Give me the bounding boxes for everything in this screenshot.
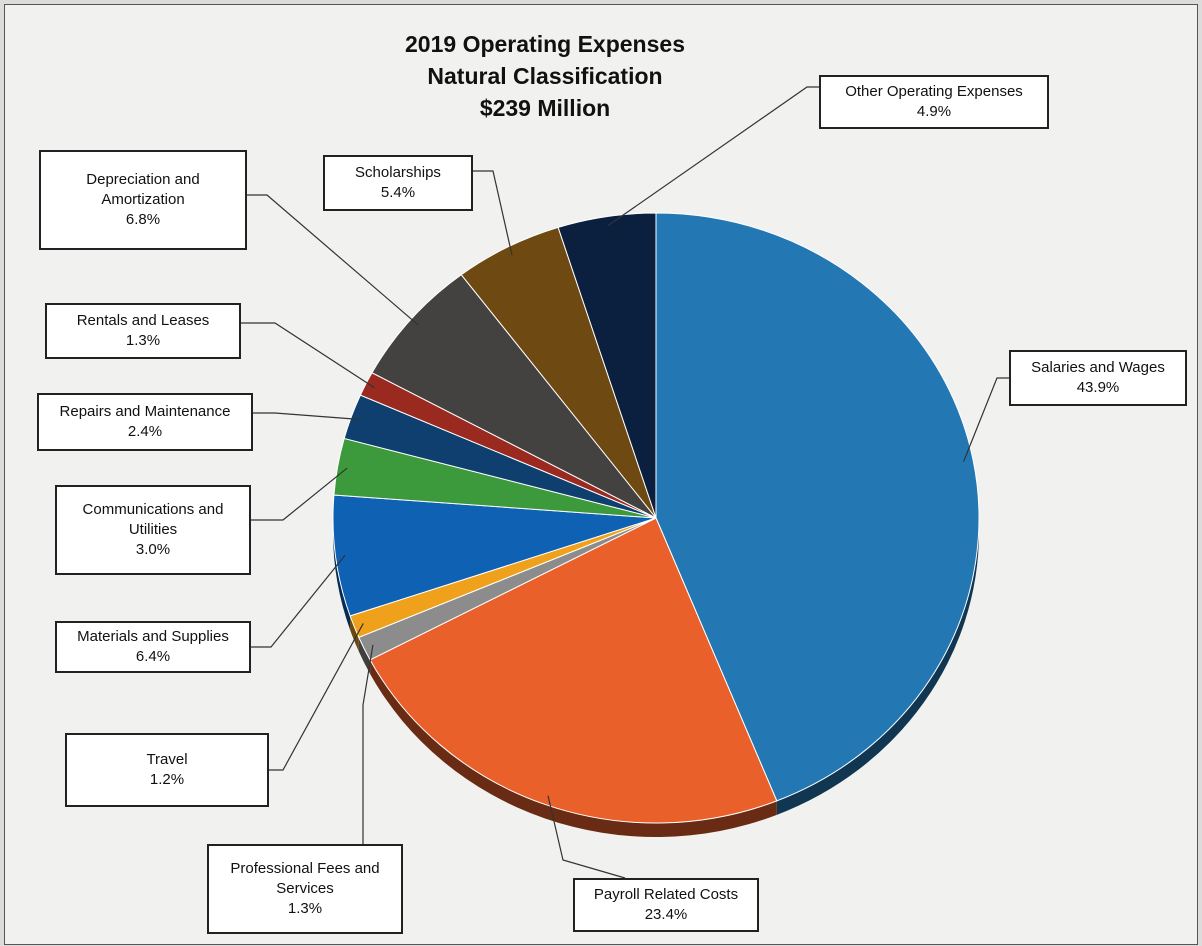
- slice-depth: [358, 637, 371, 674]
- slice-percent: 6.8%: [125, 211, 161, 228]
- slice-label-text: Communications and: [82, 501, 224, 518]
- pie-slice: [332, 494, 657, 617]
- slice-percent: 23.4%: [644, 906, 688, 923]
- slice-label: Payroll Related Costs 23.4%: [573, 878, 759, 932]
- slice-label: Communications and Utilities 3.0%: [55, 485, 251, 575]
- slice-label: Materials and Supplies 6.4%: [55, 621, 251, 673]
- leader-line: [607, 86, 819, 227]
- slice-label: Depreciation and Amortization 6.8%: [39, 150, 247, 250]
- slice-label-text: Payroll Related Costs: [593, 886, 739, 903]
- chart-title: 2019 Operating Expenses: [405, 31, 685, 57]
- slice-label: Other Operating Expenses 4.9%: [819, 75, 1049, 129]
- leader-line: [547, 795, 626, 879]
- pie-slice: [557, 212, 657, 519]
- slice-percent: 2.4%: [127, 423, 163, 440]
- slice-label-text: Scholarships: [355, 164, 441, 181]
- slice-percent: 43.9%: [1076, 379, 1120, 396]
- leader-line: [473, 170, 513, 256]
- leader-line: [269, 623, 364, 771]
- slice-label: Repairs and Maintenance 2.4%: [37, 393, 253, 451]
- slice-percent: 1.3%: [125, 332, 161, 349]
- slice-label-text: Other Operating Expenses: [845, 83, 1023, 100]
- slice-label-text: Amortization: [101, 191, 185, 208]
- slice-label-text: Travel: [146, 751, 188, 768]
- leader-line: [247, 194, 419, 326]
- slice-label: Professional Fees and Services 1.3%: [207, 844, 403, 934]
- pie-chart: [241, 86, 1009, 879]
- leader-line: [362, 644, 374, 844]
- slice-label-text: Utilities: [128, 521, 178, 538]
- leader-line: [251, 554, 346, 648]
- pie-slice: [369, 517, 778, 824]
- slice-percent: 1.3%: [287, 900, 323, 917]
- slice-label: Salaries and Wages 43.9%: [1009, 350, 1187, 406]
- slice-depth: [333, 518, 351, 630]
- pie-slice: [655, 212, 980, 802]
- chart-total: $239 Million: [479, 95, 611, 121]
- slice-label-text: Services: [276, 880, 334, 897]
- slice-percent: 3.0%: [135, 541, 171, 558]
- slice-label-text: Rentals and Leases: [76, 312, 210, 329]
- leader-line: [241, 322, 375, 389]
- slice-label-text: Professional Fees and: [230, 860, 380, 877]
- slice-label: Travel 1.2%: [65, 733, 269, 807]
- leader-line: [253, 412, 361, 421]
- slice-depth: [350, 615, 359, 652]
- leader-line: [963, 377, 1009, 462]
- slice-percent: 6.4%: [135, 648, 171, 665]
- leader-line: [251, 467, 348, 521]
- slice-label: Rentals and Leases 1.3%: [45, 303, 241, 359]
- slice-label-text: Depreciation and: [86, 171, 200, 188]
- chart-frame: 2019 Operating Expenses Natural Classifi…: [4, 4, 1198, 945]
- slice-percent: 5.4%: [380, 184, 416, 201]
- slice-label-text: Salaries and Wages: [1031, 359, 1165, 376]
- slice-label: Scholarships 5.4%: [323, 155, 473, 211]
- slice-percent: 1.2%: [149, 771, 185, 788]
- chart-subtitle: Natural Classification: [427, 63, 663, 89]
- slice-depth: [370, 659, 777, 837]
- slice-percent: 4.9%: [916, 103, 952, 120]
- slice-label-text: Materials and Supplies: [77, 628, 229, 645]
- slice-label-text: Repairs and Maintenance: [59, 403, 231, 420]
